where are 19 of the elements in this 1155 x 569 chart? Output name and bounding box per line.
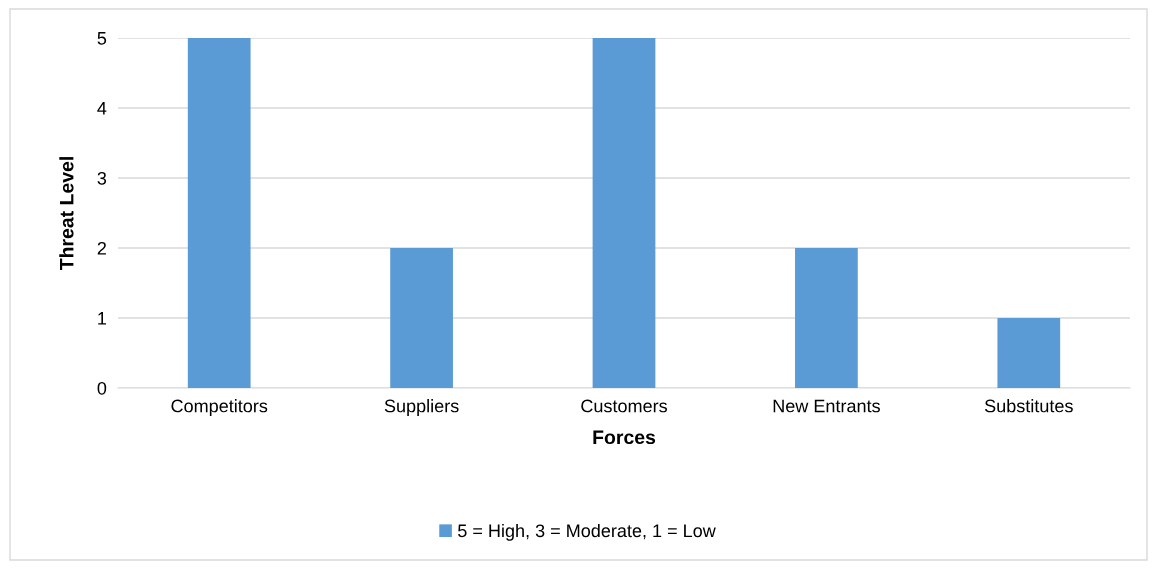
bar [592,38,656,388]
x-tick-label: Suppliers [384,399,459,416]
legend-label: 5 = High, 3 = Moderate, 1 = Low [458,523,716,541]
y-tick-label: 0 [97,381,107,395]
y-tick-label: 1 [98,312,107,325]
bar [997,318,1061,388]
x-tick-label: Customers [581,399,667,413]
y-tick-label: 5 [97,32,107,45]
bar [187,38,251,388]
bar [390,248,453,388]
x-axis-title: Forces [593,430,656,445]
y-tick-label: 3 [97,171,107,185]
y-tick-label: 4 [97,102,107,115]
bar [795,248,858,388]
x-tick-label: New Entrants [773,399,880,413]
y-axis-title: Threat Level [59,157,74,271]
x-tick-label: Substitutes [984,399,1073,413]
x-tick-label: Competitors [171,399,268,416]
y-tick-label: 2 [97,241,106,255]
